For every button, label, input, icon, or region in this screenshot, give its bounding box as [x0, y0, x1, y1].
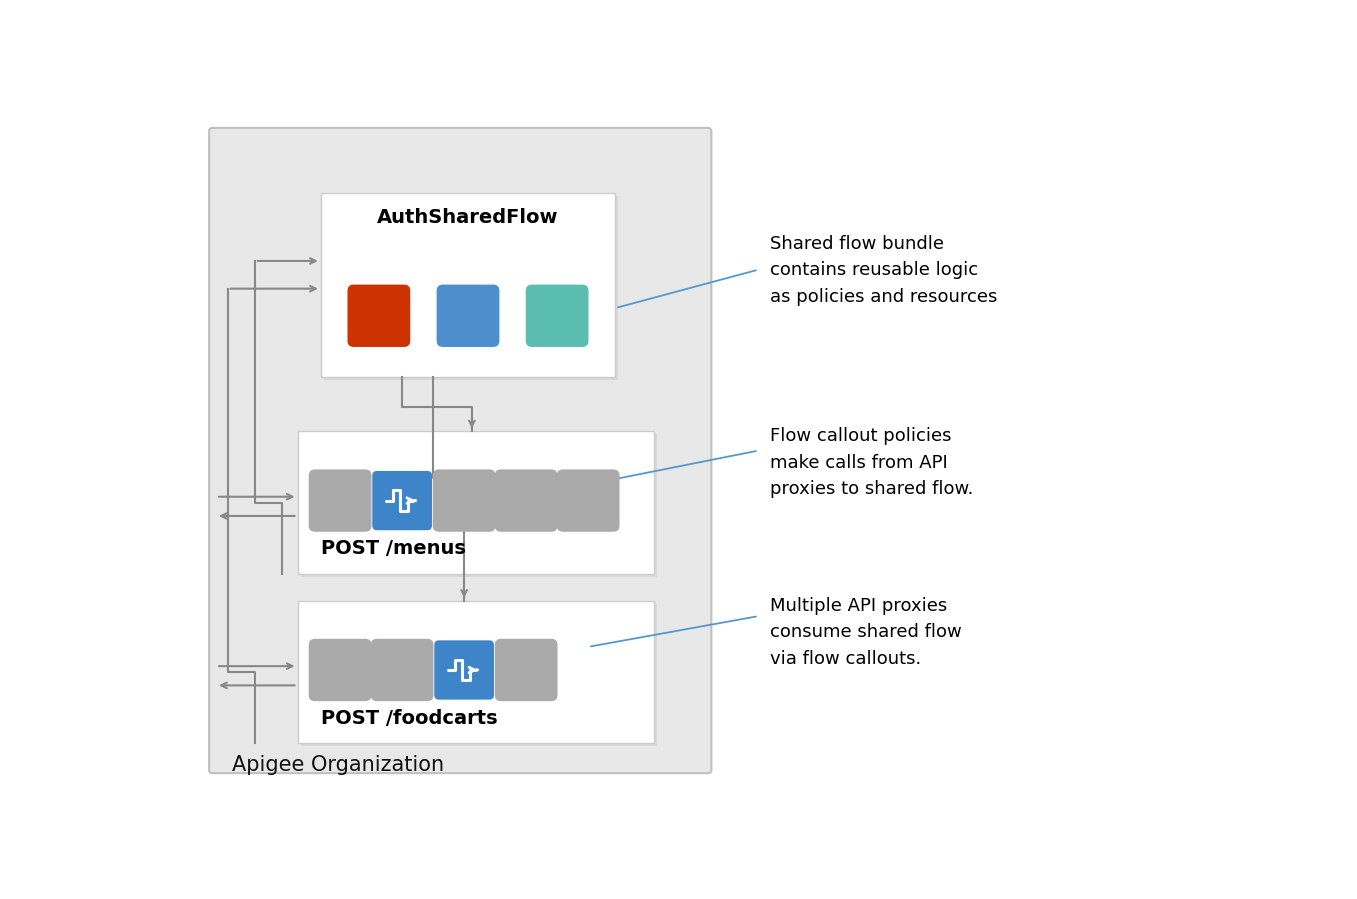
- FancyBboxPatch shape: [309, 469, 372, 532]
- FancyBboxPatch shape: [301, 604, 657, 746]
- Text: Shared flow bundle
contains reusable logic
as policies and resources: Shared flow bundle contains reusable log…: [771, 235, 997, 306]
- Text: Apigee Organization: Apigee Organization: [232, 754, 444, 775]
- FancyBboxPatch shape: [324, 196, 619, 380]
- FancyBboxPatch shape: [495, 639, 558, 701]
- FancyBboxPatch shape: [556, 469, 620, 532]
- FancyBboxPatch shape: [309, 639, 372, 701]
- FancyBboxPatch shape: [209, 128, 711, 773]
- Text: POST /foodcarts: POST /foodcarts: [320, 708, 498, 727]
- FancyBboxPatch shape: [320, 192, 615, 378]
- FancyBboxPatch shape: [370, 639, 433, 701]
- FancyBboxPatch shape: [525, 285, 589, 347]
- FancyBboxPatch shape: [495, 469, 558, 532]
- FancyBboxPatch shape: [434, 640, 494, 699]
- FancyBboxPatch shape: [301, 434, 657, 577]
- FancyBboxPatch shape: [433, 469, 495, 532]
- FancyBboxPatch shape: [372, 471, 432, 530]
- FancyBboxPatch shape: [297, 601, 654, 743]
- FancyBboxPatch shape: [297, 432, 654, 574]
- Text: Flow callout policies
make calls from API
proxies to shared flow.: Flow callout policies make calls from AP…: [771, 427, 973, 498]
- FancyBboxPatch shape: [347, 285, 410, 347]
- FancyBboxPatch shape: [437, 285, 499, 347]
- Text: POST /menus: POST /menus: [320, 539, 465, 558]
- Text: AuthSharedFlow: AuthSharedFlow: [377, 209, 559, 227]
- Text: Multiple API proxies
consume shared flow
via flow callouts.: Multiple API proxies consume shared flow…: [771, 597, 962, 668]
